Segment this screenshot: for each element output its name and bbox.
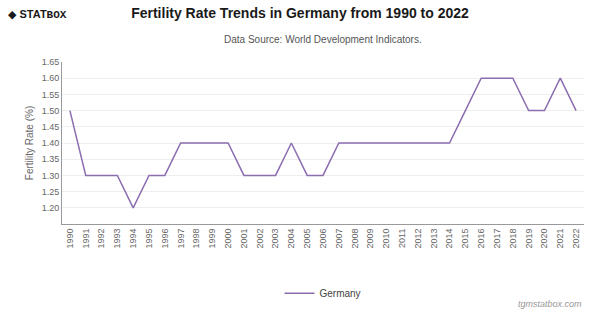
svg-text:1.50: 1.50 <box>42 106 60 116</box>
svg-text:1.45: 1.45 <box>42 122 60 132</box>
svg-text:1999: 1999 <box>207 229 217 249</box>
svg-text:Fertility Rate (%): Fertility Rate (%) <box>24 106 35 180</box>
svg-text:1997: 1997 <box>176 229 186 249</box>
svg-text:2007: 2007 <box>334 229 344 249</box>
svg-text:2020: 2020 <box>539 229 549 249</box>
svg-text:2008: 2008 <box>350 229 360 249</box>
svg-text:2013: 2013 <box>429 229 439 249</box>
svg-text:2016: 2016 <box>476 229 486 249</box>
svg-text:2001: 2001 <box>239 229 249 249</box>
svg-text:2011: 2011 <box>397 229 407 248</box>
svg-text:1993: 1993 <box>112 229 122 249</box>
svg-text:1.25: 1.25 <box>42 187 60 197</box>
svg-text:1.60: 1.60 <box>42 73 60 83</box>
svg-text:1990: 1990 <box>65 229 75 249</box>
svg-text:Germany: Germany <box>320 288 361 299</box>
svg-text:2004: 2004 <box>286 229 296 249</box>
svg-text:1.55: 1.55 <box>42 90 60 100</box>
svg-text:tgmstatbox.com: tgmstatbox.com <box>518 299 582 309</box>
svg-text:1991: 1991 <box>81 229 91 249</box>
svg-text:2022: 2022 <box>571 229 581 249</box>
svg-text:2003: 2003 <box>270 229 280 249</box>
svg-text:1994: 1994 <box>128 229 138 249</box>
svg-text:1.35: 1.35 <box>42 154 60 164</box>
svg-text:1995: 1995 <box>144 229 154 249</box>
svg-text:2012: 2012 <box>413 229 423 249</box>
svg-text:2002: 2002 <box>255 229 265 249</box>
svg-text:2006: 2006 <box>318 229 328 249</box>
svg-text:Fertility Rate Trends in Germa: Fertility Rate Trends in Germany from 19… <box>131 5 469 21</box>
svg-text:2014: 2014 <box>444 229 454 249</box>
svg-text:2009: 2009 <box>365 229 375 249</box>
svg-text:◆ STATBOX: ◆ STATBOX <box>8 8 67 21</box>
svg-text:1.65: 1.65 <box>42 57 60 67</box>
svg-text:1.20: 1.20 <box>42 203 60 213</box>
svg-text:2010: 2010 <box>381 229 391 249</box>
svg-text:1992: 1992 <box>96 229 106 249</box>
svg-text:2005: 2005 <box>302 229 312 249</box>
svg-text:2015: 2015 <box>460 229 470 249</box>
svg-text:1998: 1998 <box>191 229 201 249</box>
svg-text:2017: 2017 <box>492 229 502 249</box>
svg-text:2019: 2019 <box>524 229 534 249</box>
svg-text:1996: 1996 <box>160 229 170 249</box>
svg-text:2021: 2021 <box>555 229 565 249</box>
svg-text:1.40: 1.40 <box>42 138 60 148</box>
svg-text:Data Source: World Development: Data Source: World Development Indicator… <box>224 34 422 45</box>
svg-text:1.30: 1.30 <box>42 171 60 181</box>
svg-text:2018: 2018 <box>508 229 518 249</box>
svg-text:2000: 2000 <box>223 229 233 249</box>
